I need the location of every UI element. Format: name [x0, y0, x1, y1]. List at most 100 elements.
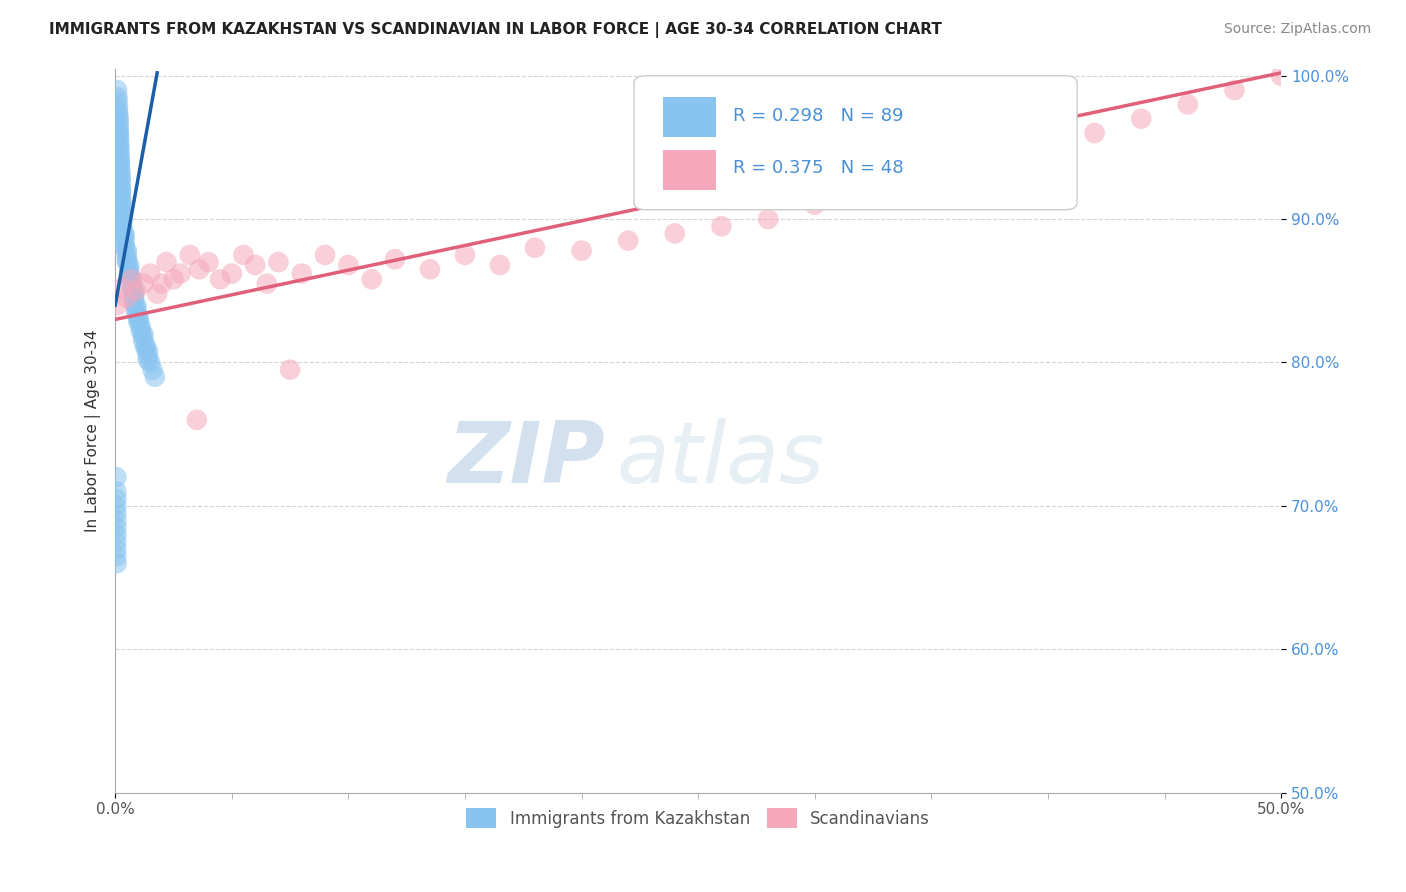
Point: [107, 298, 129, 312]
Point: [1036, 140, 1059, 154]
Point: [114, 234, 136, 248]
Point: [105, 491, 128, 506]
Point: [110, 201, 132, 215]
Point: [108, 133, 131, 147]
Text: R = 0.298   N = 89: R = 0.298 N = 89: [733, 106, 904, 125]
Point: [132, 334, 155, 348]
Point: [114, 227, 136, 241]
Point: [664, 227, 686, 241]
Point: [110, 186, 132, 201]
Point: [107, 100, 129, 114]
Point: [125, 305, 148, 319]
Point: [132, 277, 155, 291]
Point: [115, 248, 138, 262]
Point: [314, 248, 336, 262]
Point: [105, 499, 128, 513]
Point: [121, 272, 143, 286]
Point: [169, 267, 191, 281]
Point: [118, 269, 141, 284]
Point: [115, 291, 138, 305]
Point: [111, 223, 134, 237]
Point: [111, 215, 134, 229]
Point: [110, 166, 132, 180]
Point: [111, 212, 134, 227]
Point: [132, 326, 155, 341]
Point: [107, 114, 129, 128]
Point: [105, 520, 128, 534]
Point: [110, 190, 132, 204]
Point: [1130, 112, 1153, 126]
Point: [129, 324, 152, 338]
Point: [118, 258, 141, 272]
Point: [105, 506, 128, 520]
Point: [110, 183, 132, 197]
Point: [108, 154, 131, 169]
Point: [108, 137, 131, 152]
Legend: Immigrants from Kazakhstan, Scandinavians: Immigrants from Kazakhstan, Scandinavian…: [460, 801, 936, 835]
Point: [136, 344, 159, 359]
Point: [186, 413, 208, 427]
Point: [1083, 126, 1105, 140]
Point: [617, 234, 640, 248]
Point: [108, 147, 131, 161]
Point: [121, 272, 143, 286]
Point: [179, 248, 201, 262]
Point: [221, 267, 243, 281]
Point: [105, 527, 128, 541]
FancyBboxPatch shape: [664, 151, 716, 190]
Point: [1270, 69, 1292, 83]
Point: [115, 244, 138, 258]
Point: [115, 252, 138, 267]
Text: IMMIGRANTS FROM KAZAKHSTAN VS SCANDINAVIAN IN LABOR FORCE | AGE 30-34 CORRELATIO: IMMIGRANTS FROM KAZAKHSTAN VS SCANDINAVI…: [49, 22, 942, 38]
Point: [134, 341, 156, 355]
Point: [1177, 97, 1199, 112]
Point: [291, 267, 314, 281]
Point: [489, 258, 512, 272]
Point: [125, 284, 148, 298]
Point: [118, 267, 141, 281]
Point: [111, 205, 134, 219]
Point: [110, 161, 132, 176]
Point: [105, 534, 128, 549]
Point: [129, 319, 152, 334]
Point: [111, 209, 134, 223]
Point: [107, 123, 129, 137]
Point: [571, 244, 593, 258]
Point: [232, 248, 254, 262]
Point: [107, 95, 129, 109]
Point: [155, 255, 177, 269]
Point: [136, 348, 159, 362]
Point: [105, 549, 128, 563]
Point: [115, 255, 138, 269]
Point: [105, 83, 128, 97]
Point: [128, 315, 150, 329]
Point: [114, 229, 136, 244]
Point: [360, 272, 382, 286]
Point: [114, 241, 136, 255]
Point: [107, 90, 129, 104]
Point: [143, 369, 166, 384]
Point: [710, 219, 733, 234]
Point: [384, 252, 406, 267]
Point: [419, 262, 441, 277]
Point: [146, 286, 169, 301]
Point: [136, 352, 159, 367]
Point: [105, 541, 128, 556]
Point: [141, 362, 163, 376]
Point: [337, 258, 360, 272]
Point: [523, 241, 546, 255]
Point: [108, 140, 131, 154]
Point: [1223, 83, 1246, 97]
Point: [122, 291, 145, 305]
Point: [107, 109, 129, 123]
Point: [756, 212, 779, 227]
Point: [111, 219, 134, 234]
Point: [108, 158, 131, 172]
Point: [105, 556, 128, 570]
Point: [110, 180, 132, 194]
Text: Source: ZipAtlas.com: Source: ZipAtlas.com: [1223, 22, 1371, 37]
Point: [122, 286, 145, 301]
Point: [128, 312, 150, 326]
Point: [105, 470, 128, 484]
Point: [110, 194, 132, 209]
